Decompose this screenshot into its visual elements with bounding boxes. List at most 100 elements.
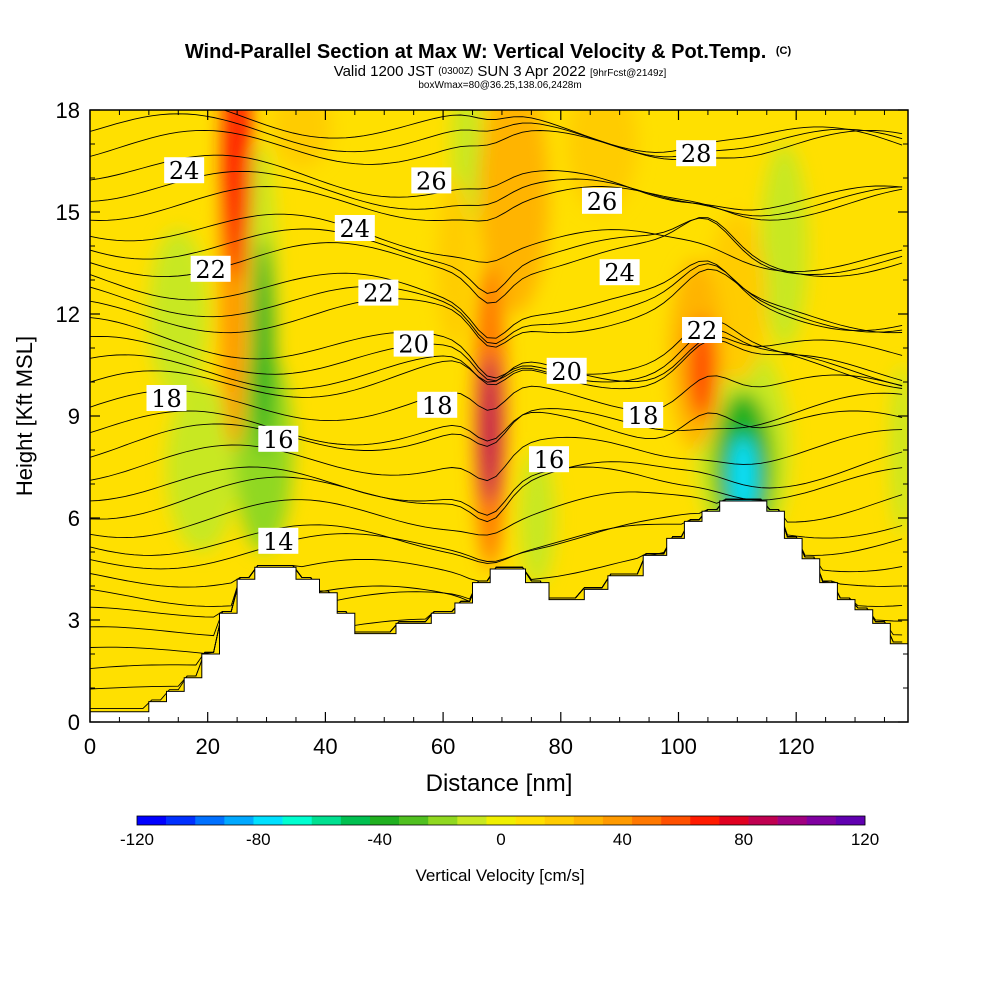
colorbar-swatch — [166, 816, 196, 825]
contour-label: 24 — [340, 215, 371, 243]
isentrope-20 — [90, 317, 903, 389]
contour-label-group: 22 — [358, 279, 399, 308]
subtitle-forecast: [9hrFcst@2149z] — [590, 68, 667, 79]
y-tick-label: 15 — [56, 200, 80, 225]
colorbar-swatch — [340, 816, 371, 825]
contour-label-box — [546, 357, 587, 384]
isentrope-16 — [90, 374, 903, 422]
velocity-cell-2 — [760, 144, 808, 348]
colorbar-swatch — [369, 816, 400, 825]
colorbar-swatch — [428, 816, 458, 825]
terrain — [90, 500, 908, 722]
contour-label: 20 — [551, 358, 582, 386]
contour-label-group: 16 — [258, 425, 299, 454]
colorbar-swatch — [661, 816, 691, 825]
contour-label-box — [258, 425, 299, 452]
y-tick-label: 9 — [68, 404, 80, 429]
contour-label-group: 20 — [393, 330, 434, 359]
subtitle-utc: (0300Z) — [438, 66, 473, 77]
contour-label-group: 28 — [676, 140, 717, 168]
contour-label-box — [581, 187, 622, 214]
velocity-cell-4 — [890, 365, 908, 535]
colorbar-swatch — [195, 816, 225, 825]
contour-label-box — [358, 279, 399, 306]
y-tick-label: 12 — [56, 302, 80, 327]
isentrope-21 — [90, 268, 903, 348]
x-axis-label: Distance [nm] — [426, 770, 573, 797]
contour-label-box — [676, 140, 717, 167]
contour-label: 24 — [169, 157, 200, 185]
contour-label-box — [334, 215, 375, 241]
colorbar-swatch — [399, 816, 429, 825]
contour-label-group: 22 — [190, 255, 231, 284]
colorbar-swatch — [457, 816, 487, 825]
chart-subtitle-2: boxWmax=80@36.25,138.06,2428m — [418, 80, 581, 91]
colorbar-frame — [136, 815, 866, 826]
velocity-cell-7 — [519, 450, 555, 586]
isentrope-26 — [90, 213, 903, 273]
isentrope-30 — [90, 129, 903, 165]
colorbar-tick-label: -80 — [246, 830, 271, 849]
contour-label-box — [190, 255, 231, 282]
chart-title-main: Wind-Parallel Section at Max W: Vertical… — [185, 41, 766, 63]
contour-label-box — [682, 317, 723, 343]
y-axis-label: Height [Kft MSL] — [12, 336, 37, 496]
colorbar-swatch — [602, 816, 633, 825]
velocity-cell-22 — [479, 354, 501, 505]
contour-label-box — [623, 402, 664, 428]
colorbar-swatch — [573, 816, 604, 825]
colorbar-swatch — [137, 816, 167, 825]
isentrope-27 — [90, 186, 903, 222]
colorbar-label: Vertical Velocity [cm/s] — [415, 866, 584, 885]
contour-label-box — [146, 385, 187, 411]
subtitle-date: SUN 3 Apr 2022 — [477, 63, 590, 80]
colorbar-swatch — [748, 816, 778, 825]
chart-subtitle: Valid 1200 JST (0300Z) SUN 3 Apr 2022 [9… — [334, 61, 667, 80]
velocity-cell-3 — [166, 382, 238, 552]
contour-label-group: 26 — [411, 167, 452, 195]
contour-label-box — [417, 391, 458, 418]
vertical-velocity-field — [148, 110, 908, 586]
contour-label: 18 — [151, 385, 182, 413]
contour-label: 22 — [195, 256, 226, 284]
contour-label: 28 — [681, 140, 712, 168]
colorbar-swatch — [690, 816, 720, 825]
y-tick-label: 6 — [68, 506, 80, 531]
isentrope-28 — [90, 170, 903, 217]
x-tick-label: 80 — [549, 734, 573, 759]
x-tick-label: 0 — [84, 734, 96, 759]
y-tick-label: 18 — [56, 98, 80, 123]
colorbar-swatch — [311, 816, 342, 825]
isentrope-19 — [90, 329, 903, 387]
contour-label: 26 — [587, 188, 618, 216]
x-tick-label: 20 — [195, 734, 219, 759]
contour-label: 18 — [422, 392, 453, 420]
contour-label: 18 — [628, 402, 659, 430]
contour-label-box — [393, 330, 434, 357]
contour-label-group: 20 — [546, 357, 587, 386]
contour-label-box — [411, 167, 452, 194]
chart-title: Wind-Parallel Section at Max W: Vertical… — [185, 41, 792, 63]
colorbar-swatch — [835, 816, 866, 825]
colorbar-swatch — [224, 816, 254, 825]
contour-label: 22 — [687, 317, 718, 345]
x-tick-label: 120 — [778, 734, 815, 759]
isentrope-31 — [90, 113, 903, 158]
x-tick-label: 60 — [431, 734, 455, 759]
colorbar-tick-label: 0 — [496, 830, 505, 849]
isentrope-29 — [90, 154, 903, 211]
colorbar-tick-label: 80 — [734, 830, 753, 849]
isentrope-23 — [90, 260, 903, 339]
colorbar: -120 -80 -40 0 40 80 120 — [120, 815, 879, 849]
contour-label-group: 16 — [529, 446, 570, 474]
contour-label: 26 — [416, 167, 447, 195]
colorbar-swatch — [253, 816, 283, 825]
colorbar-swatch — [719, 816, 749, 825]
colorbar-swatch — [806, 816, 837, 825]
colorbar-swatch — [544, 816, 575, 825]
contour-label-box — [258, 527, 299, 554]
contour-label-group: 24 — [164, 157, 205, 185]
velocity-cell-13 — [478, 110, 550, 314]
